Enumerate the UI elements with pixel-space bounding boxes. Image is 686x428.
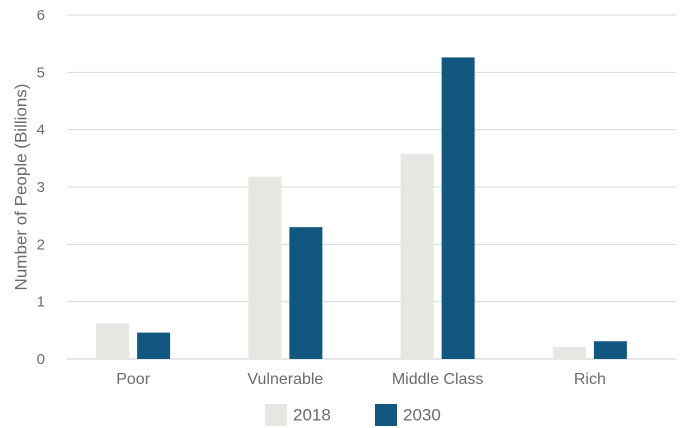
y-tick-label: 6 (37, 7, 45, 24)
bar-2018-vulnerable (248, 176, 282, 359)
x-category-label: Vulnerable (247, 371, 323, 388)
y-tick-label: 0 (37, 351, 45, 368)
x-category-label: Rich (574, 371, 606, 388)
x-category-label: Poor (116, 371, 150, 388)
x-axis-categories: Poor Vulnerable Middle Class Rich (116, 371, 606, 388)
bar-2030-middle-class (441, 57, 475, 359)
y-tick-label: 3 (37, 179, 45, 196)
legend-swatch-2030 (375, 404, 397, 426)
legend-swatch-2018 (265, 404, 287, 426)
y-axis-title: Number of People (Billions) (11, 84, 30, 291)
y-tick-label: 5 (37, 64, 45, 81)
bars (96, 57, 627, 359)
bar-2030-vulnerable (289, 227, 323, 359)
y-tick-label: 1 (37, 294, 45, 311)
y-tick-label: 4 (37, 122, 45, 139)
gridlines (67, 14, 676, 360)
bar-2030-rich (593, 341, 627, 359)
legend-label-2030: 2030 (403, 405, 441, 424)
x-category-label: Middle Class (392, 371, 484, 388)
bar-2018-rich (552, 346, 586, 359)
bar-2030-poor (137, 332, 171, 359)
bar-2018-middle-class (400, 153, 434, 359)
bar-2018-poor (96, 323, 130, 359)
legend-label-2018: 2018 (293, 405, 331, 424)
legend: 2018 2030 (265, 404, 441, 426)
y-axis-ticks: 0 1 2 3 4 5 6 (37, 7, 45, 368)
y-tick-label: 2 (37, 236, 45, 253)
